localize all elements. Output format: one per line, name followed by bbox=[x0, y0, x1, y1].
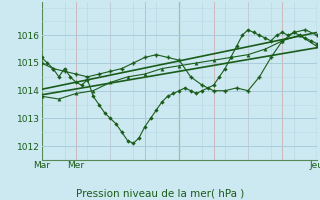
Text: Pression niveau de la mer( hPa ): Pression niveau de la mer( hPa ) bbox=[76, 188, 244, 198]
